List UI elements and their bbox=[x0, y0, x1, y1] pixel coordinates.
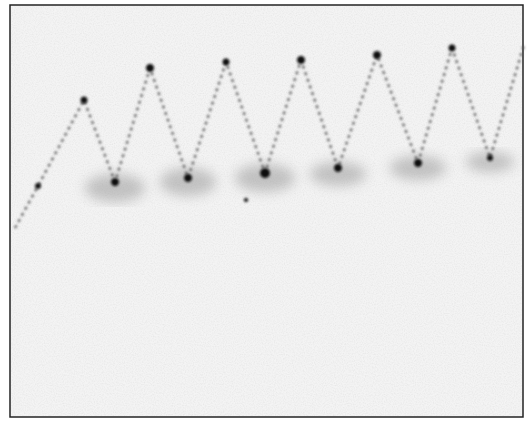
image bbox=[0, 0, 527, 421]
page bbox=[0, 0, 527, 421]
